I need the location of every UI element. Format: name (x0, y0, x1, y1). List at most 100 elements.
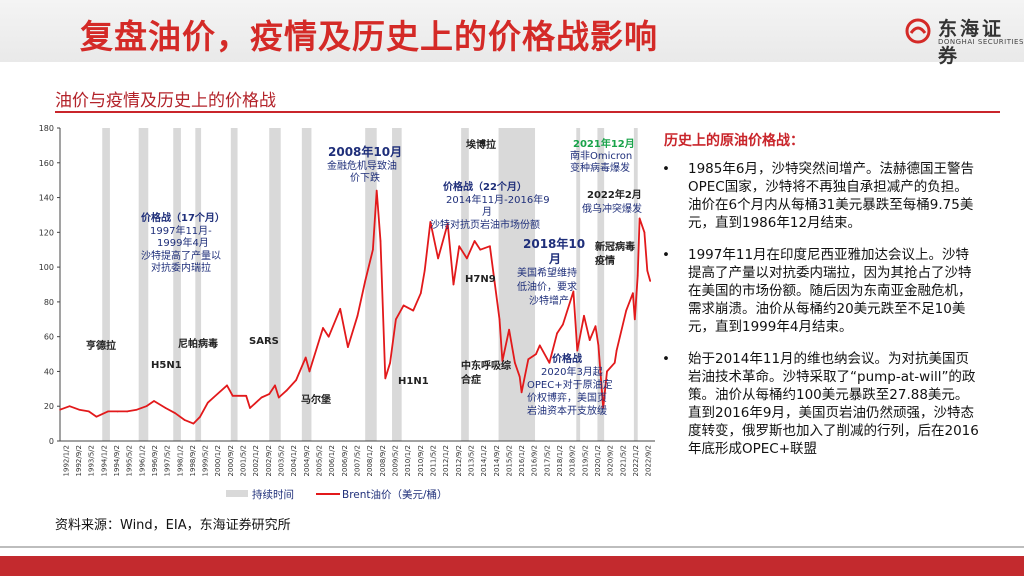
annot-2021-title: 2021年12月 (573, 139, 635, 150)
data-point (183, 419, 186, 421)
data-point (285, 389, 288, 392)
data-point (126, 410, 128, 413)
y-tick-label: 140 (39, 194, 54, 203)
data-point (164, 407, 167, 409)
x-tick-label: 2003/5/2 (278, 445, 286, 476)
data-point (59, 408, 61, 411)
data-point (364, 280, 366, 282)
data-point (192, 422, 195, 425)
list-item-text: 1985年6月，沙特突然间增产。法赫德国王警告OPEC国家，沙特将不再独自承担减… (688, 161, 974, 231)
data-point (153, 400, 155, 402)
data-point (231, 394, 234, 397)
x-tick-label: 2006/9/2 (341, 445, 349, 476)
annot-2018-body-2: 低油价，要求 (517, 282, 577, 293)
data-point (646, 269, 649, 272)
x-tick-label: 2012/1/2 (442, 445, 450, 476)
line-layer (59, 189, 652, 425)
data-point (597, 344, 600, 347)
x-tick-label: 1997/5/2 (164, 445, 172, 476)
annot-war14-title: 价格战（22个月） (443, 182, 527, 193)
annot-h5n1: H5N1 (151, 360, 182, 371)
legend-label-brent: Brent油价（美元/桶） (342, 488, 448, 501)
annot-war20-body-2: OPEC+对于原油定 (527, 380, 613, 391)
annot-nipah: 尼帕病毒 (178, 339, 218, 350)
data-point (295, 379, 297, 381)
y-tick-label: 100 (39, 263, 54, 272)
shading-bar (461, 128, 469, 441)
data-point (479, 248, 482, 251)
shading-bar (102, 128, 110, 441)
data-point (562, 323, 564, 326)
data-point (384, 377, 387, 380)
footer-bar (0, 556, 1024, 576)
data-point (116, 410, 119, 413)
annot-marburg: 马尔堡 (301, 395, 331, 406)
data-point (489, 245, 491, 248)
data-point (145, 405, 148, 408)
data-point (602, 407, 604, 409)
shading-bar (301, 128, 312, 441)
data-point (501, 360, 504, 362)
shading-bar (498, 128, 536, 441)
x-tick-label: 2008/1/2 (366, 445, 374, 476)
x-tick-label: 2000/9/2 (227, 445, 235, 476)
data-point (632, 292, 634, 294)
data-point (212, 396, 215, 399)
data-point (576, 349, 579, 352)
y-tick-label: 120 (39, 228, 54, 237)
legend-label-duration: 持续时间 (252, 488, 294, 501)
annot-war20-body-4: 岩油资本开支放缓 (527, 406, 607, 417)
data-point (423, 269, 426, 272)
data-point (527, 358, 530, 361)
data-point (594, 325, 597, 328)
x-tick-label: 2012/9/2 (455, 445, 463, 476)
x-tick-label: 2007/5/2 (354, 445, 362, 476)
data-point (588, 339, 591, 341)
bullet-icon: • (662, 247, 670, 263)
bullet-icon: • (662, 161, 670, 177)
annot-mers-1: 中东呼吸综 (461, 361, 511, 372)
data-point (78, 408, 80, 411)
x-tick-label: 2022/9/2 (645, 445, 653, 476)
annot-war97-body-3: 沙特提高了产量以 (141, 251, 221, 262)
data-point (437, 257, 439, 260)
y-tick-label: 80 (44, 298, 54, 307)
data-point (107, 410, 109, 413)
bullet-icon: • (662, 351, 670, 367)
logo-text: 东海证券 (938, 18, 1005, 67)
legend: 持续时间 Brent油价（美元/桶） (226, 488, 448, 501)
data-point (634, 318, 636, 321)
annot-covid-1: 新冠病毒 (595, 242, 635, 253)
data-point (412, 309, 414, 312)
annot-war20-body-1: 2020年3月起 (541, 367, 603, 378)
annot-war97-body-1: 1997年11月- (150, 226, 212, 237)
x-tick-label: 2016/1/2 (518, 445, 526, 476)
annot-war20-title: 价格战 (552, 354, 582, 365)
x-tick-label: 1993/5/2 (88, 445, 96, 476)
x-tick-label: 2014/1/2 (480, 445, 488, 476)
shading-bar (633, 128, 638, 441)
data-point (402, 304, 405, 307)
data-point (339, 308, 342, 310)
header-bar (0, 0, 1024, 62)
data-point (429, 221, 432, 223)
data-point (95, 415, 98, 418)
annot-h1n1: H1N1 (398, 376, 429, 387)
shading-bar (576, 128, 581, 441)
page-title: 复盘油价，疫情及历史上的价格战影响 (80, 17, 658, 56)
data-point (508, 328, 510, 331)
data-point (613, 361, 616, 364)
data-point (638, 217, 641, 220)
x-tick-label: 2004/1/2 (290, 445, 298, 476)
annot-mers-2: 合症 (461, 375, 481, 386)
annot-war20-body-3: 价权博弈，美国页 (527, 393, 607, 404)
annot-2008-body-1: 金融危机导致油 (327, 161, 397, 172)
shading-bar (230, 128, 238, 441)
y-tick-label: 60 (44, 333, 54, 342)
x-tick-label: 2004/9/2 (303, 445, 311, 476)
data-point (174, 412, 176, 414)
data-point (347, 346, 349, 348)
annot-2022-body: 俄乌冲突爆发 (582, 204, 642, 215)
data-point (452, 283, 455, 286)
annot-2018-body-3: 沙特增产 (529, 296, 569, 307)
